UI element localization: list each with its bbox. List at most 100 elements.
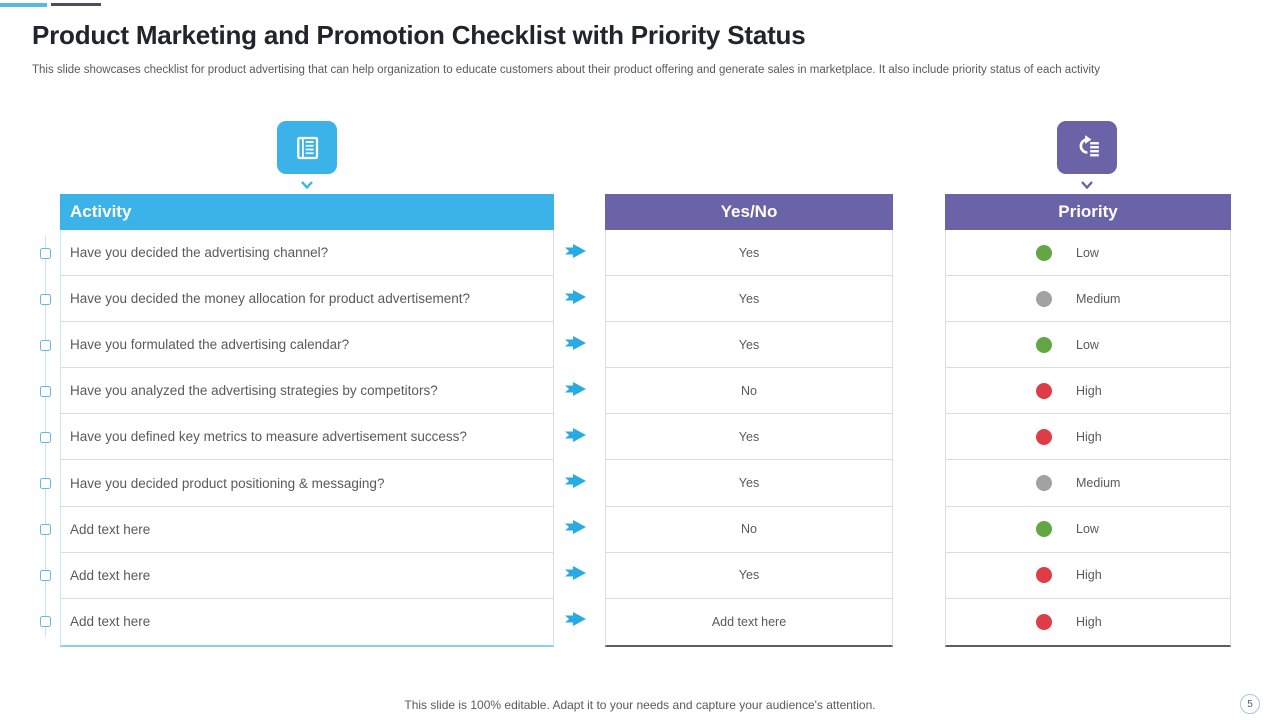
yesno-cell-text: Yes bbox=[738, 429, 760, 444]
activity-row: Add text here bbox=[61, 599, 553, 645]
page-title: Product Marketing and Promotion Checklis… bbox=[32, 20, 806, 50]
priority-cell-text: High bbox=[1076, 383, 1102, 398]
yesno-cell-text: Yes bbox=[738, 476, 760, 491]
activity-table: Activity Have you decided the advertisin… bbox=[60, 194, 554, 647]
activity-table-body: Have you decided the advertising channel… bbox=[60, 230, 554, 647]
activity-row: Have you decided the advertising channel… bbox=[61, 230, 553, 277]
priority-table-body: Low Medium Low High High Medium Low High High bbox=[945, 230, 1231, 647]
priority-row: High bbox=[946, 599, 1230, 645]
checkbox-slot bbox=[40, 276, 51, 322]
checkbox-slot bbox=[40, 460, 51, 506]
priority-status-dot bbox=[1036, 290, 1052, 307]
row-checkbox[interactable] bbox=[40, 524, 51, 536]
checkbox-slot bbox=[40, 414, 51, 460]
priority-row: Low bbox=[946, 230, 1230, 277]
arrow-slot bbox=[565, 507, 591, 553]
yesno-row: No bbox=[606, 507, 892, 553]
yesno-row: No bbox=[606, 368, 892, 415]
row-checkbox[interactable] bbox=[40, 247, 51, 259]
yesno-cell-text: Yes bbox=[738, 245, 760, 260]
row-checkbox[interactable] bbox=[40, 339, 51, 351]
priority-status-dot bbox=[1036, 382, 1052, 399]
activity-row: Have you decided the money allocation fo… bbox=[61, 276, 553, 323]
arrow-slot bbox=[565, 599, 591, 645]
chevron-down-icon bbox=[300, 177, 314, 190]
row-checkbox[interactable] bbox=[40, 431, 51, 443]
arrow-slot bbox=[565, 230, 591, 276]
row-checkbox[interactable] bbox=[40, 385, 51, 397]
yesno-cell-text: No bbox=[741, 522, 757, 537]
activity-cell-text: Have you decided product positioning & m… bbox=[70, 475, 385, 491]
right-arrow-icon bbox=[565, 289, 589, 310]
right-arrow-icon bbox=[565, 243, 589, 264]
row-checkbox[interactable] bbox=[40, 570, 51, 582]
priority-cell-text: Low bbox=[1076, 245, 1099, 260]
chevron-down-icon bbox=[1080, 177, 1094, 190]
arrow-slot bbox=[565, 460, 591, 506]
activity-cell-text: Add text here bbox=[70, 567, 151, 583]
priority-row: Low bbox=[946, 507, 1230, 553]
activity-cell-text: Add text here bbox=[70, 521, 151, 537]
activity-row: Add text here bbox=[61, 507, 553, 553]
arrow-column bbox=[565, 230, 591, 645]
arrow-slot bbox=[565, 276, 591, 322]
activity-cell-text: Have you analyzed the advertising strate… bbox=[70, 383, 438, 399]
row-checkbox[interactable] bbox=[40, 293, 51, 305]
row-checkbox[interactable] bbox=[40, 616, 51, 628]
checkbox-slot bbox=[40, 322, 51, 368]
footer-note: This slide is 100% editable. Adapt it to… bbox=[404, 698, 876, 712]
right-arrow-icon bbox=[565, 565, 589, 586]
checklist-ledger-glyph bbox=[297, 136, 319, 159]
priority-row: Medium bbox=[946, 276, 1230, 323]
right-arrow-icon bbox=[565, 519, 589, 540]
accent-bar-blue bbox=[0, 3, 47, 7]
priority-status-dot bbox=[1036, 244, 1052, 261]
checklist-ledger-icon bbox=[277, 121, 337, 174]
yesno-cell-text: Add text here bbox=[711, 614, 787, 629]
priority-status-dot bbox=[1036, 336, 1052, 353]
row-checkbox[interactable] bbox=[40, 478, 51, 490]
activity-cell-text: Have you formulated the advertising cale… bbox=[70, 337, 350, 353]
right-arrow-icon bbox=[565, 335, 589, 356]
priority-column-header: Priority bbox=[945, 194, 1231, 230]
yesno-cell-text: Yes bbox=[738, 568, 760, 583]
arrow-slot bbox=[565, 553, 591, 599]
yesno-cell-text: Yes bbox=[738, 337, 760, 352]
priority-cell-text: Low bbox=[1076, 522, 1099, 537]
yesno-cell-text: No bbox=[741, 383, 757, 398]
refresh-list-icon bbox=[1057, 121, 1117, 174]
activity-row: Add text here bbox=[61, 553, 553, 599]
checkbox-column bbox=[40, 230, 51, 645]
priority-cell-text: Medium bbox=[1076, 476, 1121, 491]
activity-column-header: Activity bbox=[60, 194, 554, 230]
arrow-slot bbox=[565, 414, 591, 460]
yesno-column-header: Yes/No bbox=[605, 194, 893, 230]
page-number-badge: 5 bbox=[1240, 694, 1260, 714]
checkbox-slot bbox=[40, 553, 51, 599]
activity-row: Have you decided product positioning & m… bbox=[61, 460, 553, 507]
arrow-slot bbox=[565, 322, 591, 368]
right-arrow-icon bbox=[565, 473, 589, 494]
yesno-cell-text: Yes bbox=[738, 291, 760, 306]
right-arrow-icon bbox=[565, 611, 589, 632]
yesno-row: Yes bbox=[606, 276, 892, 323]
priority-status-dot bbox=[1036, 613, 1052, 630]
accent-bar-dark bbox=[51, 3, 101, 6]
priority-cell-text: High bbox=[1076, 614, 1102, 629]
priority-cell-text: High bbox=[1076, 568, 1102, 583]
priority-cell-text: Medium bbox=[1076, 291, 1121, 306]
priority-row: High bbox=[946, 553, 1230, 599]
activity-row: Have you analyzed the advertising strate… bbox=[61, 368, 553, 415]
refresh-list-glyph bbox=[1079, 134, 1099, 156]
checkbox-slot bbox=[40, 230, 51, 276]
priority-cell-text: Low bbox=[1076, 337, 1099, 352]
priority-status-dot bbox=[1036, 567, 1052, 584]
yesno-table: Yes/No Yes Yes Yes No Yes Yes No Yes Add text he… bbox=[605, 194, 893, 647]
priority-row: High bbox=[946, 414, 1230, 461]
yesno-row: Yes bbox=[606, 322, 892, 369]
priority-status-dot bbox=[1036, 521, 1052, 538]
activity-cell-text: Have you defined key metrics to measure … bbox=[70, 429, 467, 445]
activity-row: Have you formulated the advertising cale… bbox=[61, 322, 553, 369]
priority-status-dot bbox=[1036, 475, 1052, 492]
yesno-row: Yes bbox=[606, 460, 892, 507]
